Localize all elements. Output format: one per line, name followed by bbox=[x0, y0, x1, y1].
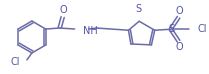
Text: Cl: Cl bbox=[198, 24, 207, 34]
Text: Cl: Cl bbox=[10, 57, 20, 67]
Text: O: O bbox=[60, 5, 68, 15]
Text: O: O bbox=[176, 6, 184, 16]
Text: NH: NH bbox=[83, 26, 97, 36]
Text: S: S bbox=[135, 4, 141, 14]
Text: O: O bbox=[176, 42, 184, 52]
Text: S: S bbox=[169, 24, 175, 34]
